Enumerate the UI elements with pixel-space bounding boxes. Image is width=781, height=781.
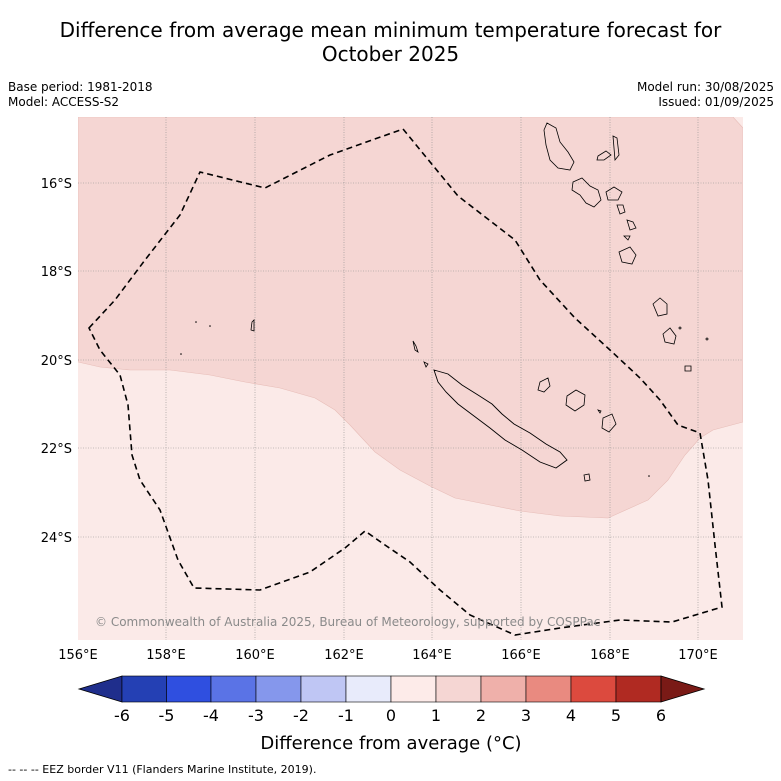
colorbar-extend-high bbox=[660, 675, 706, 703]
lon-tick: 166°E bbox=[501, 648, 541, 663]
eez-border bbox=[88, 128, 723, 636]
colorbar-tick: -4 bbox=[203, 706, 219, 725]
lat-tick: 18°S bbox=[41, 265, 72, 280]
title-line-2: October 2025 bbox=[321, 42, 460, 66]
map-area: © Commonwealth of Australia 2025, Bureau… bbox=[78, 117, 743, 640]
colorbar-swatch bbox=[435, 675, 482, 703]
meta-right: Model run: 30/08/2025 Issued: 01/09/2025 bbox=[637, 80, 774, 110]
lat-tick: 22°S bbox=[41, 442, 72, 457]
lat-tick-labels: 16°S 18°S 20°S 22°S 24°S bbox=[41, 177, 72, 546]
colorbar-swatch bbox=[255, 675, 302, 703]
model-name: Model: ACCESS-S2 bbox=[8, 95, 120, 109]
colorbar-tick: 1 bbox=[431, 706, 441, 725]
lon-tick: 156°E bbox=[58, 648, 98, 663]
anomaly-region-1-2 bbox=[78, 117, 743, 519]
eez-footnote: -- -- -- EEZ border V11 (Flanders Marine… bbox=[8, 763, 317, 776]
colorbar-tick: -1 bbox=[338, 706, 354, 725]
lon-tick: 168°E bbox=[590, 648, 630, 663]
lon-tick: 164°E bbox=[412, 648, 452, 663]
colorbar-tick: 2 bbox=[476, 706, 486, 725]
colorbar-swatch bbox=[390, 675, 437, 703]
islet bbox=[209, 325, 211, 327]
colorbar-swatch bbox=[525, 675, 572, 703]
islet bbox=[648, 475, 650, 477]
colorbar bbox=[77, 675, 706, 703]
ouvea-island bbox=[537, 377, 551, 393]
colorbar-label: Difference from average (°C) bbox=[260, 733, 521, 754]
colorbar-swatch bbox=[570, 675, 617, 703]
colorbar-tick: -3 bbox=[248, 706, 264, 725]
islet bbox=[180, 353, 182, 355]
small-island bbox=[423, 361, 429, 368]
colorbar-swatch bbox=[480, 675, 527, 703]
model-run: Model run: 30/08/2025 bbox=[636, 80, 774, 94]
islet bbox=[195, 321, 197, 323]
colorbar-tick: -2 bbox=[293, 706, 309, 725]
chesterfield-islets bbox=[250, 319, 255, 332]
lon-tick: 162°E bbox=[324, 648, 364, 663]
colorbar-swatch bbox=[121, 675, 167, 703]
belep-islands bbox=[412, 340, 419, 353]
lon-tick: 158°E bbox=[146, 648, 186, 663]
copyright-text: © Commonwealth of Australia 2025, Bureau… bbox=[95, 615, 600, 629]
colorbar-tick: 4 bbox=[566, 706, 576, 725]
lat-tick: 16°S bbox=[41, 177, 72, 192]
colorbar-tick: 3 bbox=[521, 706, 531, 725]
new-caledonia-island bbox=[433, 369, 568, 469]
map-title: Difference from average mean minimum tem… bbox=[0, 18, 781, 66]
title-line-1: Difference from average mean minimum tem… bbox=[59, 18, 722, 42]
mare-island bbox=[601, 413, 617, 433]
colorbar-tick: 6 bbox=[656, 706, 666, 725]
colorbar-swatch bbox=[615, 675, 662, 703]
small-island bbox=[597, 409, 602, 414]
colorbar-ticks: -6 -5 -4 -3 -2 -1 0 1 2 3 4 5 6 bbox=[114, 706, 666, 725]
colorbar-extend-low bbox=[77, 675, 123, 703]
lon-tick: 160°E bbox=[235, 648, 275, 663]
colorbar-tick: -6 bbox=[114, 706, 130, 725]
lon-tick-labels: 156°E 158°E 160°E 162°E 164°E 166°E 168°… bbox=[58, 648, 718, 663]
vanuatu-islands bbox=[543, 122, 709, 372]
colorbar-swatch bbox=[210, 675, 257, 703]
graticule bbox=[78, 117, 743, 640]
colorbar-swatch bbox=[345, 675, 392, 703]
colorbar-swatch bbox=[166, 675, 212, 703]
colorbar-swatch bbox=[300, 675, 347, 703]
lifou-island bbox=[565, 389, 586, 412]
lat-tick: 20°S bbox=[41, 354, 72, 369]
base-period: Base period: 1981-2018 bbox=[8, 80, 153, 94]
colorbar-tick: 0 bbox=[386, 706, 396, 725]
meta-left: Base period: 1981-2018 Model: ACCESS-S2 bbox=[8, 80, 153, 110]
lat-tick: 24°S bbox=[41, 531, 72, 546]
lon-tick: 170°E bbox=[678, 648, 718, 663]
colorbar-tick: 5 bbox=[611, 706, 621, 725]
colorbar-tick: -5 bbox=[159, 706, 175, 725]
isle-of-pines bbox=[583, 473, 591, 482]
issued-date: Issued: 01/09/2025 bbox=[658, 95, 774, 109]
